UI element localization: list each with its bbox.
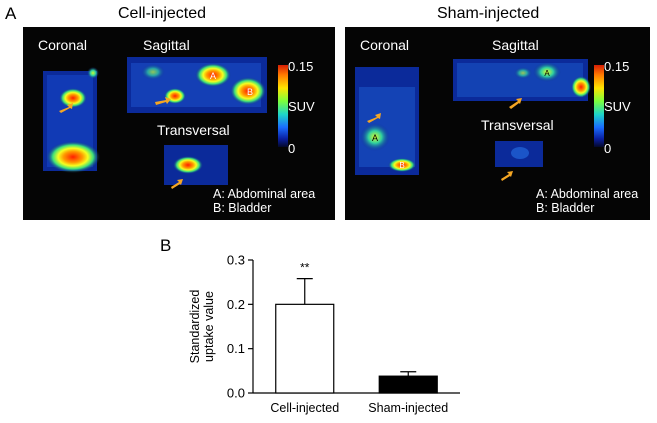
pet-panel-cell: A B Coronal Sagittal Transversal 0.15 SU… — [23, 27, 335, 220]
legend-b: B: Bladder — [536, 201, 595, 215]
label-transversal: Transversal — [157, 122, 230, 138]
y-tick-label: 0.0 — [227, 386, 245, 401]
marker-a: A — [372, 133, 378, 143]
colorbar-label: SUV — [288, 99, 315, 114]
sagittal-abdominal-hotspot — [195, 63, 231, 87]
bar-chart: 0.0 0.1 0.2 0.3 ** Cell-injected Sham-inject… — [188, 253, 460, 415]
coronal-abdominal-hotspot — [360, 123, 390, 151]
colorbar — [278, 65, 288, 147]
y-tick-label: 0.1 — [227, 341, 245, 356]
bar — [378, 375, 438, 394]
group-title-cell: Cell-injected — [118, 5, 207, 22]
marker-a: A — [210, 71, 216, 81]
colorbar-min: 0 — [604, 141, 612, 156]
arrows — [367, 98, 522, 181]
y-tick-label: 0.3 — [227, 253, 245, 268]
y-axis-label-line: uptake value — [202, 291, 216, 362]
sagittal-abdominal-hotspot — [533, 62, 561, 82]
arrow-icon — [59, 103, 73, 113]
x-axis-labels: Cell-injected Sham-injected — [270, 401, 448, 415]
pet-images-cell: A B — [43, 57, 267, 189]
sagittal-bladder — [571, 76, 591, 98]
panel-letter-a: A — [5, 4, 17, 23]
colorbar-min: 0 — [288, 141, 296, 156]
label-sagittal: Sagittal — [143, 37, 190, 53]
pet-panel-sham: A B A Coronal Sagittal Transversal 0.15 … — [345, 27, 650, 220]
colorbar — [594, 65, 604, 147]
arrow-icon — [501, 171, 513, 181]
label-transversal: Transversal — [481, 117, 554, 133]
coronal-bladder — [46, 141, 100, 173]
legend-a: A: Abdominal area — [536, 187, 639, 201]
pet-images-sham: A B A — [355, 59, 591, 181]
svg-text:A: A — [544, 69, 550, 78]
sagittal-bladder — [230, 77, 266, 105]
legend-a: A: Abdominal area — [213, 187, 316, 201]
arrow-icon — [155, 97, 171, 105]
group-title-sham: Sham-injected — [437, 5, 540, 22]
x-tick-label: Sham-injected — [368, 401, 448, 415]
colorbar-label: SUV — [604, 99, 631, 114]
y-axis-label-line: Standardized — [188, 290, 202, 364]
panel-letter-b: B — [160, 236, 172, 255]
colorbar-max: 0.15 — [288, 59, 314, 74]
arrow-icon — [367, 113, 381, 123]
colorbar-max: 0.15 — [604, 59, 630, 74]
x-tick-label: Cell-injected — [270, 401, 339, 415]
label-coronal: Coronal — [360, 37, 410, 53]
bars: ** — [275, 261, 438, 394]
coronal-bladder — [388, 158, 416, 172]
label-coronal: Coronal — [38, 37, 88, 53]
bar — [275, 303, 335, 394]
legend-b: B: Bladder — [213, 201, 272, 215]
y-axis-label: Standardizeduptake value — [188, 290, 216, 364]
significance-annotation: ** — [300, 261, 310, 275]
y-tick-label: 0.2 — [227, 297, 245, 312]
arrows — [59, 97, 183, 189]
marker-b: B — [399, 161, 404, 170]
coronal-hotspot — [59, 88, 87, 108]
arrow-icon — [509, 98, 522, 109]
arrow-icon — [171, 179, 183, 189]
marker-b: B — [247, 87, 253, 97]
label-sagittal: Sagittal — [492, 37, 539, 53]
